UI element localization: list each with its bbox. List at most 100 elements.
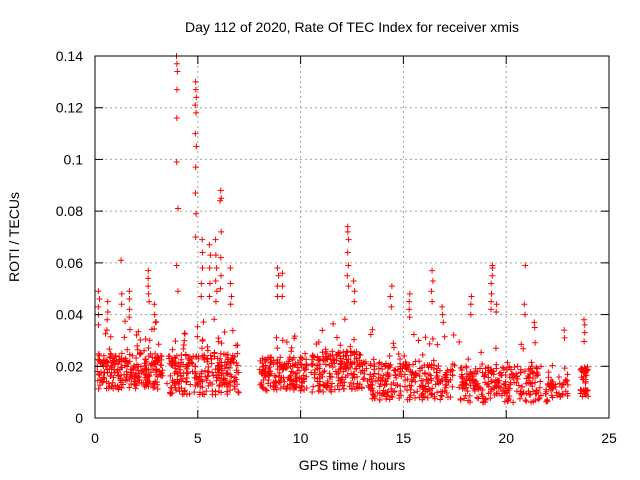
data-point (104, 316, 111, 323)
data-point (500, 365, 507, 372)
data-point (192, 234, 199, 240)
data-point (220, 351, 227, 358)
data-point (124, 371, 131, 378)
data-point (263, 356, 270, 363)
data-point (212, 391, 219, 398)
data-point (391, 389, 398, 396)
data-point (212, 298, 219, 305)
data-point (555, 374, 562, 381)
data-point (303, 366, 310, 373)
data-point (152, 378, 159, 385)
data-point (505, 396, 512, 403)
data-point (279, 270, 286, 277)
data-point (329, 364, 336, 371)
data-point (442, 371, 449, 378)
data-point (166, 355, 172, 362)
data-point (181, 388, 188, 395)
data-point (279, 366, 286, 373)
data-point (178, 385, 185, 392)
data-point (415, 337, 422, 344)
data-point (401, 352, 408, 359)
data-point (192, 78, 199, 85)
data-point (388, 385, 395, 392)
data-point (302, 350, 309, 357)
data-point (341, 364, 348, 371)
data-point (292, 361, 299, 368)
data-point (338, 376, 345, 383)
data-point (424, 394, 431, 401)
data-point (367, 360, 374, 367)
data-point (410, 331, 417, 338)
data-point (131, 375, 138, 382)
data-point (220, 379, 227, 386)
data-point (521, 368, 528, 375)
data-point (517, 369, 524, 376)
data-point (152, 350, 159, 357)
data-point (116, 357, 123, 364)
data-point (329, 348, 336, 355)
data-point (154, 386, 161, 393)
data-point (401, 371, 408, 378)
data-point (342, 374, 349, 381)
data-point (133, 382, 140, 389)
data-point (270, 357, 277, 364)
data-point (101, 375, 108, 382)
data-point (441, 333, 448, 340)
data-point (522, 262, 529, 269)
data-point (292, 375, 299, 382)
data-point (128, 375, 135, 382)
data-point (434, 372, 441, 379)
data-point (353, 365, 360, 372)
data-point (95, 303, 102, 310)
data-point (274, 359, 281, 366)
data-point (145, 275, 152, 282)
data-point (416, 358, 423, 365)
data-point (319, 349, 326, 356)
data-point (412, 371, 419, 378)
data-point (340, 348, 347, 355)
data-point (154, 381, 161, 388)
data-point (503, 390, 510, 397)
data-point (564, 377, 571, 384)
data-point (148, 362, 155, 369)
data-point (233, 376, 240, 383)
data-point (213, 288, 220, 295)
data-point (319, 373, 326, 380)
data-point (485, 390, 492, 397)
data-point (388, 283, 395, 290)
data-point (479, 361, 486, 368)
data-point (180, 345, 187, 352)
data-point (426, 386, 433, 393)
data-point (463, 375, 470, 382)
data-point (511, 364, 518, 371)
data-point (325, 353, 332, 360)
data-point (442, 381, 449, 388)
data-point (115, 386, 122, 393)
data-point (581, 321, 588, 328)
data-point (147, 369, 154, 376)
data-point (181, 337, 188, 344)
data-point (151, 325, 158, 332)
data-point (502, 381, 509, 388)
data-point (95, 385, 102, 392)
data-point (328, 383, 335, 390)
data-point (227, 387, 234, 394)
data-point (192, 102, 199, 109)
data-point (123, 368, 130, 375)
data-point (215, 369, 222, 376)
data-point (510, 399, 517, 406)
data-point (531, 319, 538, 326)
data-point (434, 341, 441, 348)
data-point (169, 359, 176, 366)
data-point (386, 352, 393, 359)
data-point (400, 361, 407, 368)
data-point (581, 329, 588, 336)
data-point (326, 370, 333, 377)
data-point (328, 360, 335, 367)
data-point (530, 370, 537, 377)
data-point (473, 370, 480, 377)
data-point (404, 387, 411, 394)
data-point (128, 380, 135, 387)
x-tick-label: 0 (91, 430, 99, 446)
data-point (420, 384, 427, 391)
